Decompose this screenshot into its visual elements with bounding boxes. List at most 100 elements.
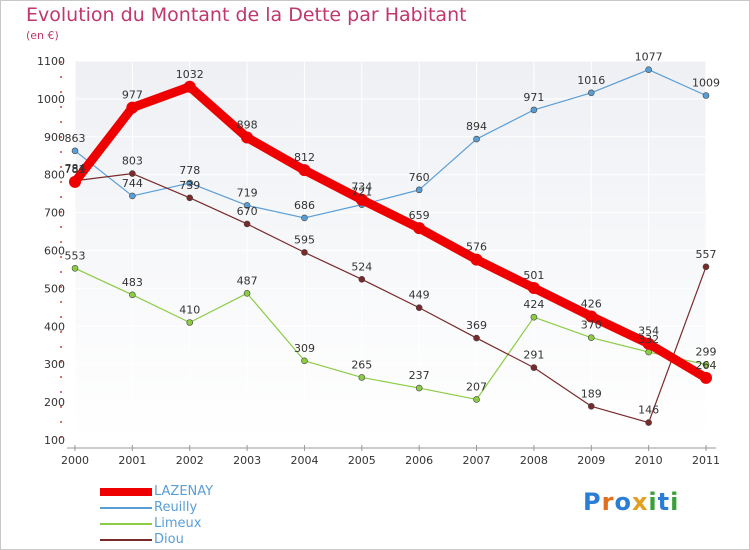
x-tick-label: 2000 xyxy=(61,454,89,467)
data-point-diou xyxy=(301,249,308,256)
data-label-limeux: 553 xyxy=(65,249,86,262)
data-point-diou xyxy=(473,334,480,342)
data-label-limeux: 299 xyxy=(696,346,717,359)
y-tick-label: 400 xyxy=(44,320,65,333)
x-tick-label: 2005 xyxy=(348,454,376,467)
y-tick-label: 600 xyxy=(44,245,65,258)
data-label-diou: 595 xyxy=(294,233,315,246)
x-tick-label: 2001 xyxy=(118,454,146,467)
y-tick-label: 800 xyxy=(44,169,65,182)
data-point-lazenay xyxy=(642,337,655,350)
y-tick-label: 700 xyxy=(44,207,65,220)
data-point-reuilly xyxy=(530,106,538,114)
logo-letter: i xyxy=(670,488,680,516)
series-line-reuilly xyxy=(74,69,707,219)
data-label-limeux: 483 xyxy=(122,276,143,289)
data-label-reuilly: 863 xyxy=(65,132,86,145)
data-point-reuilly xyxy=(473,135,480,143)
legend-label-reuilly: Reuilly xyxy=(154,500,198,515)
data-point-reuilly xyxy=(186,179,194,187)
data-point-lazenay xyxy=(183,80,196,93)
data-label-limeux: 370 xyxy=(581,319,602,332)
data-label-limeux: 309 xyxy=(294,342,315,355)
logo-letter: r xyxy=(601,488,615,516)
data-point-diou xyxy=(645,419,652,426)
legend-swatch-limeux xyxy=(100,523,152,525)
series-line-lazenay xyxy=(70,82,711,383)
data-point-limeux xyxy=(358,374,366,381)
data-label-lazenay: 898 xyxy=(237,119,258,132)
data-point-lazenay xyxy=(585,310,598,323)
data-point-lazenay xyxy=(241,131,254,144)
proxiti-logo: Proxiti xyxy=(583,488,679,516)
data-label-reuilly: 971 xyxy=(523,91,544,104)
data-point-lazenay xyxy=(126,101,139,114)
data-label-lazenay: 734 xyxy=(351,181,372,194)
data-label-limeux: 237 xyxy=(409,369,430,382)
data-point-lazenay xyxy=(470,253,483,266)
chart-title: Evolution du Montant de la Dette par Hab… xyxy=(26,4,467,26)
data-label-reuilly: 1077 xyxy=(635,51,663,64)
data-label-reuilly: 719 xyxy=(237,186,258,199)
data-point-limeux xyxy=(415,384,423,392)
data-label-lazenay: 354 xyxy=(638,325,659,338)
data-label-diou: 670 xyxy=(237,205,258,218)
data-point-lazenay xyxy=(298,164,311,177)
data-point-limeux xyxy=(186,319,194,326)
data-point-limeux xyxy=(587,334,595,341)
data-point-diou xyxy=(358,276,366,283)
data-label-diou: 557 xyxy=(696,248,717,261)
data-label-diou: 146 xyxy=(638,404,659,417)
data-point-lazenay xyxy=(413,222,426,235)
data-point-reuilly xyxy=(702,92,710,99)
data-point-limeux xyxy=(129,291,136,299)
data-point-limeux xyxy=(473,396,480,403)
data-label-lazenay: 977 xyxy=(122,89,143,102)
data-label-diou: 449 xyxy=(409,289,430,302)
logo-letter: i xyxy=(648,488,658,516)
data-point-reuilly xyxy=(71,147,79,155)
data-point-diou xyxy=(415,304,423,312)
data-label-lazenay: 426 xyxy=(581,297,602,310)
data-label-lazenay: 812 xyxy=(294,151,315,164)
legend-label-lazenay: LAZENAY xyxy=(154,484,214,499)
legend-swatch-lazenay xyxy=(100,488,152,496)
data-point-diou xyxy=(702,263,710,271)
data-point-limeux xyxy=(301,357,308,365)
data-point-diou xyxy=(186,194,194,202)
x-tick-label: 2011 xyxy=(692,454,720,467)
y-tick-label: 100 xyxy=(44,434,65,447)
x-tick-label: 2010 xyxy=(635,454,663,467)
data-point-lazenay xyxy=(527,282,540,295)
data-label-reuilly: 894 xyxy=(466,120,487,133)
data-label-lazenay: 659 xyxy=(409,209,430,222)
x-tick-label: 2002 xyxy=(176,454,204,467)
x-tick-label: 2008 xyxy=(520,454,548,467)
data-label-limeux: 265 xyxy=(351,358,372,371)
data-label-reuilly: 1009 xyxy=(692,76,720,89)
logo-letter: x xyxy=(631,488,649,516)
data-point-reuilly xyxy=(587,89,595,97)
data-label-lazenay: 1032 xyxy=(176,68,204,81)
data-point-limeux xyxy=(71,265,79,272)
data-point-diou xyxy=(129,170,136,177)
y-tick-label: 1100 xyxy=(37,55,65,68)
data-label-reuilly: 744 xyxy=(122,177,143,190)
data-point-reuilly xyxy=(129,192,136,200)
data-label-diou: 189 xyxy=(581,387,602,400)
y-tick-label: 500 xyxy=(44,282,65,295)
series-line-diou xyxy=(74,172,707,424)
legend-label-diou: Diou xyxy=(154,532,184,547)
y-tick-label: 900 xyxy=(44,131,65,144)
data-label-lazenay: 781 xyxy=(65,163,86,176)
data-label-diou: 784 xyxy=(65,162,86,175)
data-label-reuilly: 1016 xyxy=(577,74,605,87)
logo-letter: o xyxy=(614,488,632,516)
data-label-limeux: 487 xyxy=(237,274,258,287)
series-line-limeux xyxy=(74,267,707,401)
data-label-limeux: 424 xyxy=(523,298,544,311)
data-label-diou: 803 xyxy=(122,155,143,168)
y-tick-label: 200 xyxy=(44,396,65,409)
data-point-diou xyxy=(243,220,251,228)
x-tick-label: 2007 xyxy=(463,454,491,467)
